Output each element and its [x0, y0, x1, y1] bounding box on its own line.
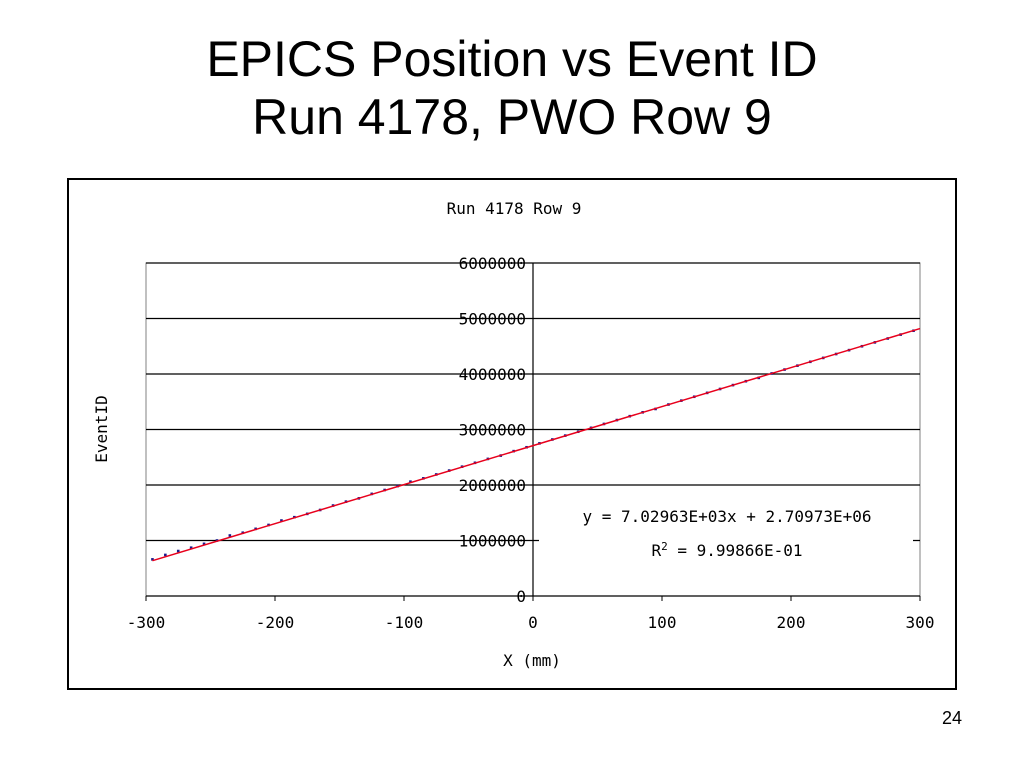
trendline-r2: R2 = 9.99866E-01	[651, 540, 802, 561]
data-point	[164, 553, 167, 557]
data-point	[151, 558, 154, 561]
y-tick-label: 1000000	[459, 532, 526, 551]
x-tick-label: 100	[648, 613, 677, 632]
y-tick-label: 6000000	[459, 254, 526, 273]
x-tick-label: -300	[127, 613, 166, 632]
trendline-annotation: y = 7.02963E+03x + 2.70973E+06 R2 = 9.99…	[539, 504, 913, 566]
x-tick-label: -200	[256, 613, 295, 632]
slide-title: EPICS Position vs Event ID Run 4178, PWO…	[0, 30, 1024, 146]
r2-label: R	[651, 541, 661, 560]
chart-frame: 0 1000000 2000000 3000000 4000000 5000000 6000…	[67, 178, 957, 690]
trendline	[152, 327, 921, 562]
x-axis-label: X (mm)	[503, 651, 561, 670]
axes	[145, 262, 921, 601]
slide-title-line1: EPICS Position vs Event ID	[206, 31, 818, 87]
data-point	[189, 546, 193, 550]
y-tick-label: 0	[516, 587, 526, 606]
data-point	[280, 519, 283, 522]
chart-title: Run 4178 Row 9	[447, 199, 582, 218]
x-tick-label: 200	[777, 613, 806, 632]
x-tick-label: 0	[528, 613, 538, 632]
y-tick-label: 3000000	[459, 421, 526, 440]
y-tick-label: 5000000	[459, 310, 526, 329]
r2-superscript: 2	[661, 540, 668, 553]
y-tick-label: 4000000	[459, 365, 526, 384]
x-tick-label: 300	[906, 613, 935, 632]
data-point	[228, 534, 232, 537]
data-point	[202, 542, 206, 546]
data-point	[409, 480, 412, 483]
y-tick-label: 2000000	[459, 476, 526, 495]
x-tick-label: -100	[385, 613, 424, 632]
y-tick-labels: 0 1000000 2000000 3000000 4000000 5000000 6000…	[459, 254, 526, 606]
r2-value: = 9.99866E-01	[668, 541, 803, 560]
trendline-equation: y = 7.02963E+03x + 2.70973E+06	[583, 507, 872, 526]
scatter-chart: 0 1000000 2000000 3000000 4000000 5000000 6000…	[92, 199, 935, 670]
slide-title-line2: Run 4178, PWO Row 9	[252, 89, 772, 145]
data-point	[176, 549, 180, 553]
page-number: 24	[941, 708, 962, 728]
x-tick-labels: -300 -200 -100 0 100 200 300	[127, 613, 935, 632]
y-axis-label: EventID	[92, 395, 111, 462]
